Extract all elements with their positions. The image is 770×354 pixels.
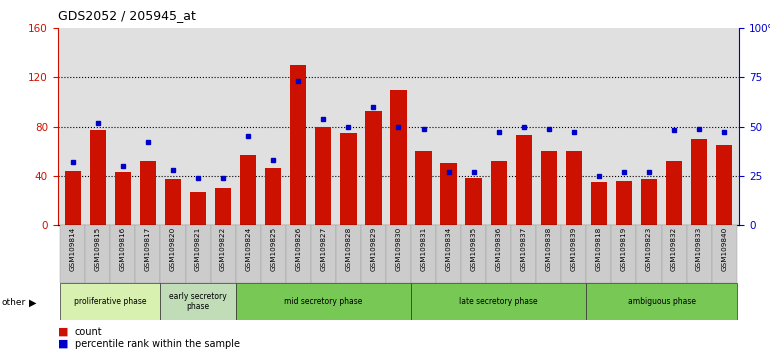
Bar bbox=[215, 188, 231, 225]
Text: count: count bbox=[75, 327, 102, 337]
Text: GSM109830: GSM109830 bbox=[396, 227, 401, 271]
Text: GSM109823: GSM109823 bbox=[646, 227, 652, 271]
Text: GSM109826: GSM109826 bbox=[295, 227, 301, 271]
Bar bbox=[336, 225, 361, 283]
Bar bbox=[490, 161, 507, 225]
Bar bbox=[666, 161, 682, 225]
Bar bbox=[315, 126, 331, 225]
Text: ■: ■ bbox=[58, 339, 69, 349]
Text: GSM109837: GSM109837 bbox=[521, 227, 527, 271]
Text: GSM109820: GSM109820 bbox=[170, 227, 176, 271]
Bar bbox=[516, 135, 532, 225]
Bar bbox=[136, 225, 160, 283]
Bar bbox=[637, 225, 661, 283]
Bar bbox=[616, 181, 632, 225]
Bar bbox=[110, 225, 136, 283]
Bar bbox=[591, 182, 607, 225]
Text: GSM109835: GSM109835 bbox=[470, 227, 477, 271]
Bar bbox=[641, 179, 657, 225]
Text: GSM109840: GSM109840 bbox=[721, 227, 727, 271]
Text: GSM109829: GSM109829 bbox=[370, 227, 377, 271]
Bar bbox=[160, 283, 236, 320]
Bar bbox=[340, 133, 357, 225]
Text: percentile rank within the sample: percentile rank within the sample bbox=[75, 339, 239, 349]
Bar bbox=[541, 151, 557, 225]
Bar bbox=[411, 283, 587, 320]
Text: early secretory
phase: early secretory phase bbox=[169, 292, 227, 312]
Text: GSM109838: GSM109838 bbox=[546, 227, 552, 271]
Bar bbox=[160, 225, 186, 283]
Bar bbox=[261, 225, 286, 283]
Bar bbox=[190, 192, 206, 225]
Text: GSM109834: GSM109834 bbox=[446, 227, 451, 271]
Bar bbox=[115, 172, 131, 225]
Bar bbox=[290, 65, 306, 225]
Bar bbox=[60, 225, 85, 283]
Bar bbox=[716, 145, 732, 225]
Bar bbox=[486, 225, 511, 283]
Text: GSM109818: GSM109818 bbox=[596, 227, 602, 271]
Bar bbox=[587, 283, 737, 320]
Bar bbox=[466, 178, 482, 225]
Bar bbox=[186, 225, 210, 283]
Text: GSM109833: GSM109833 bbox=[696, 227, 702, 271]
Bar bbox=[561, 225, 587, 283]
Bar bbox=[240, 155, 256, 225]
Bar bbox=[265, 168, 281, 225]
Bar bbox=[386, 225, 411, 283]
Bar bbox=[365, 110, 382, 225]
Bar bbox=[236, 225, 261, 283]
Text: GSM109828: GSM109828 bbox=[346, 227, 351, 271]
Text: GSM109822: GSM109822 bbox=[220, 227, 226, 271]
Text: GSM109817: GSM109817 bbox=[145, 227, 151, 271]
Text: GSM109819: GSM109819 bbox=[621, 227, 627, 271]
Text: GSM109824: GSM109824 bbox=[245, 227, 251, 271]
Text: ambiguous phase: ambiguous phase bbox=[628, 297, 695, 306]
Bar bbox=[711, 225, 737, 283]
Text: ▶: ▶ bbox=[29, 298, 37, 308]
Bar bbox=[611, 225, 637, 283]
Text: GSM109827: GSM109827 bbox=[320, 227, 326, 271]
Bar bbox=[440, 164, 457, 225]
Bar bbox=[89, 130, 106, 225]
Bar bbox=[461, 225, 486, 283]
Bar bbox=[210, 225, 236, 283]
Bar bbox=[65, 171, 81, 225]
Text: GSM109825: GSM109825 bbox=[270, 227, 276, 271]
Text: ■: ■ bbox=[58, 327, 69, 337]
Bar bbox=[286, 225, 311, 283]
Bar bbox=[140, 161, 156, 225]
Text: GSM109832: GSM109832 bbox=[671, 227, 677, 271]
Text: GSM109815: GSM109815 bbox=[95, 227, 101, 271]
Bar bbox=[661, 225, 687, 283]
Text: GSM109814: GSM109814 bbox=[70, 227, 75, 271]
Text: late secretory phase: late secretory phase bbox=[460, 297, 538, 306]
Text: GDS2052 / 205945_at: GDS2052 / 205945_at bbox=[58, 9, 196, 22]
Bar bbox=[436, 225, 461, 283]
Text: GSM109831: GSM109831 bbox=[420, 227, 427, 271]
Text: other: other bbox=[2, 298, 25, 307]
Bar bbox=[311, 225, 336, 283]
Bar bbox=[165, 179, 181, 225]
Text: GSM109839: GSM109839 bbox=[571, 227, 577, 271]
Bar bbox=[587, 225, 611, 283]
Bar bbox=[687, 225, 711, 283]
Text: GSM109816: GSM109816 bbox=[120, 227, 126, 271]
Bar bbox=[411, 225, 436, 283]
Bar bbox=[566, 151, 582, 225]
Bar bbox=[236, 283, 411, 320]
Bar bbox=[390, 90, 407, 225]
Text: GSM109836: GSM109836 bbox=[496, 227, 502, 271]
Text: mid secretory phase: mid secretory phase bbox=[284, 297, 363, 306]
Bar bbox=[415, 151, 432, 225]
Text: proliferative phase: proliferative phase bbox=[74, 297, 146, 306]
Bar bbox=[85, 225, 110, 283]
Bar bbox=[691, 139, 708, 225]
Bar bbox=[60, 283, 160, 320]
Bar bbox=[361, 225, 386, 283]
Bar bbox=[536, 225, 561, 283]
Bar bbox=[511, 225, 536, 283]
Text: GSM109821: GSM109821 bbox=[195, 227, 201, 271]
